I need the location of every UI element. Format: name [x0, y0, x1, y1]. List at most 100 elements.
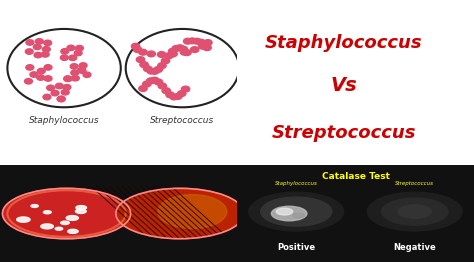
- Text: Streptococcus: Streptococcus: [150, 116, 215, 125]
- Circle shape: [61, 90, 69, 95]
- Circle shape: [41, 52, 49, 57]
- Circle shape: [191, 47, 199, 52]
- Circle shape: [61, 221, 69, 225]
- Circle shape: [170, 94, 178, 100]
- Circle shape: [31, 205, 38, 208]
- Circle shape: [64, 76, 72, 81]
- Circle shape: [44, 65, 52, 70]
- Text: Streptococcus: Streptococcus: [272, 124, 416, 142]
- Circle shape: [34, 52, 42, 58]
- Circle shape: [67, 45, 75, 51]
- Text: Positive: Positive: [277, 243, 315, 252]
- Circle shape: [70, 64, 78, 69]
- Circle shape: [165, 53, 173, 58]
- Circle shape: [197, 39, 205, 45]
- Circle shape: [158, 63, 166, 69]
- Circle shape: [44, 211, 51, 214]
- Circle shape: [57, 96, 65, 102]
- Circle shape: [47, 85, 55, 91]
- Circle shape: [177, 91, 186, 96]
- Circle shape: [154, 79, 163, 85]
- Circle shape: [60, 55, 68, 60]
- Circle shape: [133, 47, 142, 52]
- Circle shape: [76, 206, 87, 210]
- Circle shape: [26, 65, 34, 70]
- Circle shape: [249, 192, 344, 231]
- Circle shape: [158, 83, 166, 89]
- Circle shape: [188, 38, 196, 44]
- Circle shape: [203, 45, 211, 51]
- Circle shape: [398, 205, 431, 219]
- Circle shape: [172, 46, 181, 51]
- Circle shape: [30, 72, 38, 77]
- Circle shape: [36, 75, 45, 80]
- Circle shape: [157, 52, 166, 57]
- Circle shape: [166, 92, 174, 98]
- Circle shape: [139, 86, 147, 91]
- Circle shape: [173, 94, 182, 99]
- Circle shape: [204, 40, 212, 46]
- Circle shape: [2, 188, 131, 239]
- Circle shape: [168, 48, 177, 54]
- Circle shape: [151, 68, 159, 74]
- Circle shape: [71, 70, 79, 75]
- Circle shape: [44, 76, 52, 81]
- Circle shape: [144, 66, 152, 72]
- Circle shape: [83, 72, 91, 78]
- Circle shape: [43, 94, 51, 100]
- Circle shape: [36, 39, 43, 44]
- Circle shape: [55, 227, 63, 230]
- Circle shape: [382, 198, 448, 225]
- Circle shape: [150, 77, 159, 83]
- Circle shape: [79, 63, 87, 68]
- Ellipse shape: [158, 195, 227, 228]
- Circle shape: [292, 213, 304, 218]
- Circle shape: [42, 47, 50, 52]
- Text: Staphylococcus: Staphylococcus: [275, 181, 318, 186]
- Circle shape: [41, 224, 54, 229]
- Text: Staphylococcus: Staphylococcus: [265, 34, 422, 52]
- Circle shape: [146, 78, 155, 84]
- Circle shape: [147, 68, 155, 74]
- Circle shape: [276, 208, 292, 215]
- Circle shape: [44, 40, 52, 46]
- Circle shape: [78, 68, 86, 73]
- Circle shape: [68, 229, 78, 233]
- Circle shape: [140, 62, 148, 68]
- Circle shape: [78, 68, 86, 73]
- Circle shape: [37, 68, 45, 74]
- Circle shape: [64, 76, 72, 81]
- Circle shape: [63, 85, 71, 90]
- Circle shape: [33, 44, 41, 50]
- Text: Streptococcus: Streptococcus: [395, 181, 434, 186]
- Circle shape: [192, 38, 201, 44]
- Circle shape: [72, 75, 79, 81]
- Circle shape: [271, 206, 307, 221]
- Text: Catalase Test: Catalase Test: [321, 172, 390, 181]
- Circle shape: [116, 188, 244, 239]
- Circle shape: [179, 46, 188, 52]
- Circle shape: [199, 43, 207, 49]
- Circle shape: [202, 43, 210, 48]
- Circle shape: [74, 50, 82, 56]
- Circle shape: [161, 58, 170, 64]
- Circle shape: [143, 81, 151, 87]
- Circle shape: [162, 88, 170, 94]
- Text: Vs: Vs: [330, 76, 357, 95]
- Circle shape: [25, 79, 32, 84]
- Text: Negative: Negative: [393, 243, 436, 252]
- Circle shape: [69, 55, 77, 61]
- Circle shape: [75, 209, 86, 214]
- Circle shape: [57, 96, 65, 102]
- Circle shape: [137, 57, 145, 63]
- Text: Staphylococcus: Staphylococcus: [29, 116, 100, 125]
- Circle shape: [200, 41, 209, 47]
- Circle shape: [55, 83, 63, 89]
- Circle shape: [61, 49, 69, 54]
- Circle shape: [75, 45, 83, 51]
- Circle shape: [180, 49, 189, 55]
- Circle shape: [17, 217, 30, 222]
- Circle shape: [51, 90, 59, 96]
- Circle shape: [26, 40, 34, 45]
- Circle shape: [25, 49, 33, 54]
